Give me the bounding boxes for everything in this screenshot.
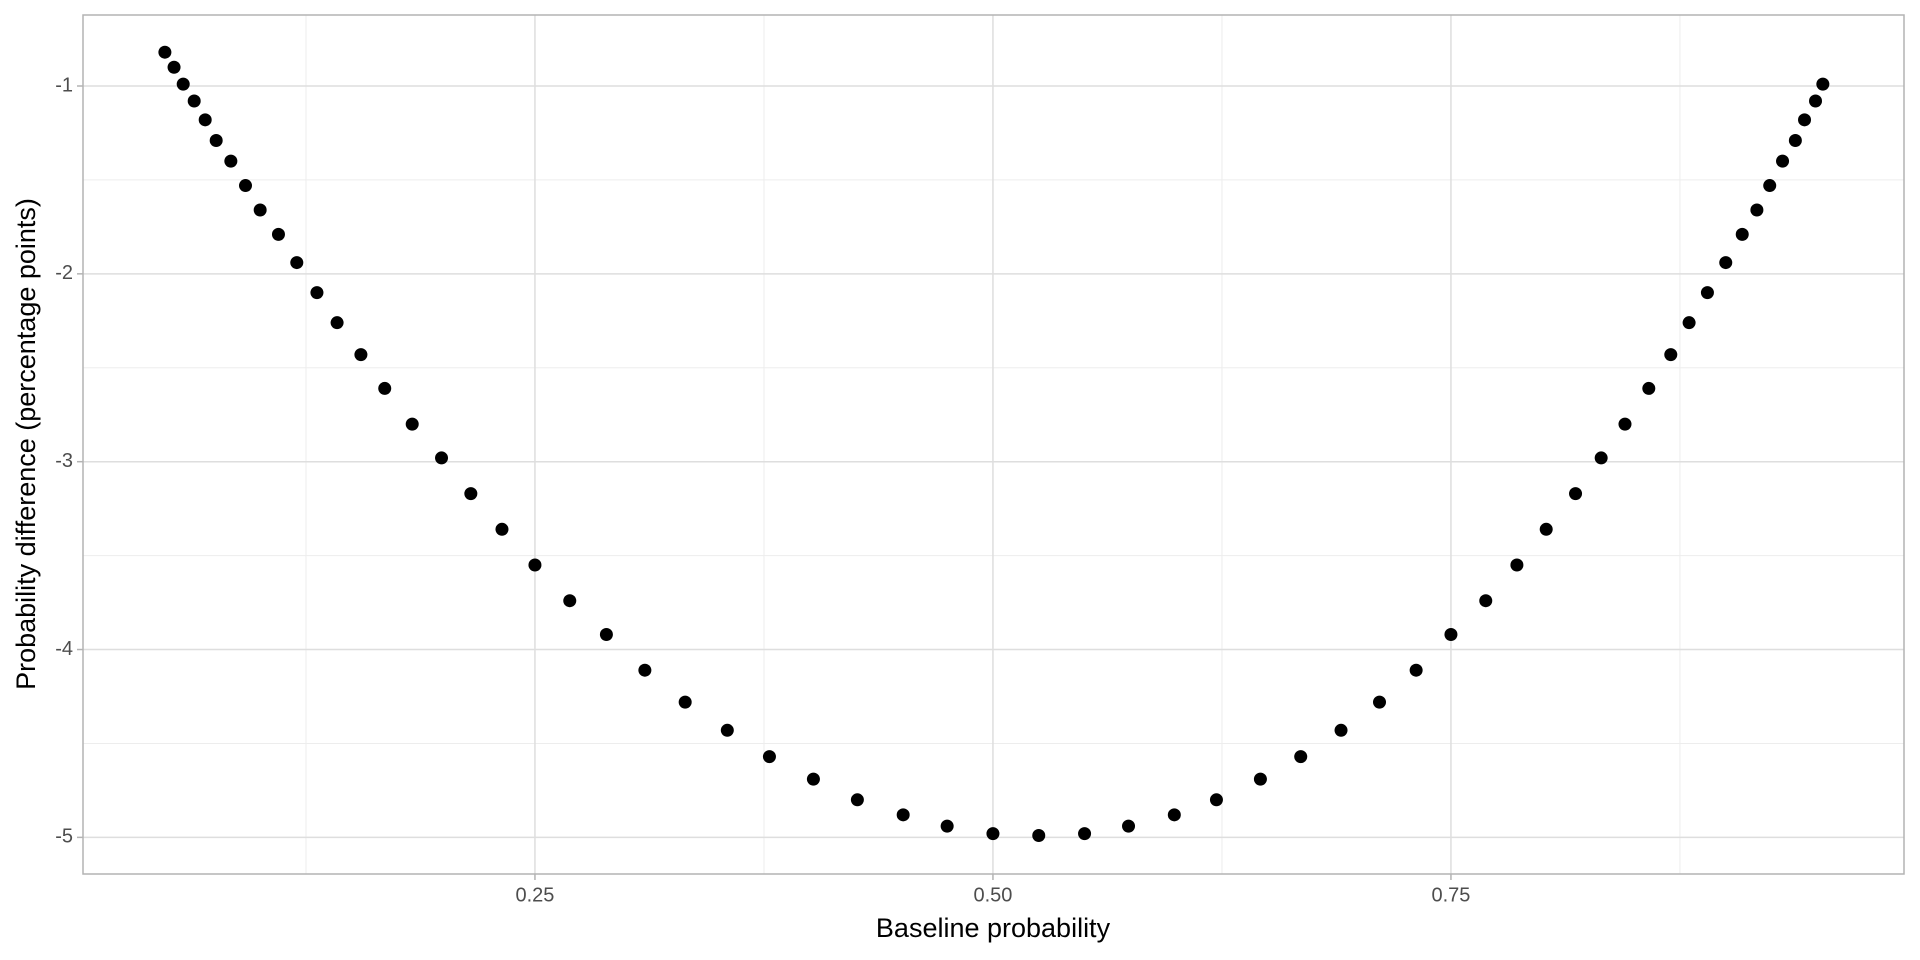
point [209, 133, 223, 147]
point [850, 793, 864, 807]
point [1763, 179, 1777, 193]
point [1594, 451, 1608, 465]
point [1078, 827, 1092, 841]
point [1798, 113, 1812, 127]
panel-border [82, 14, 1905, 875]
point [1809, 94, 1823, 108]
y-tick-label: -3 [55, 450, 73, 472]
point [1510, 558, 1524, 572]
point [806, 772, 820, 786]
point [271, 227, 285, 241]
point [762, 750, 776, 764]
point [1122, 819, 1136, 833]
point [1569, 487, 1583, 501]
point [290, 256, 304, 270]
point [1294, 750, 1308, 764]
point [405, 417, 419, 431]
x-tick-label: 0.50 [973, 884, 1012, 906]
x-tick-label: 0.25 [515, 884, 554, 906]
point [1539, 522, 1553, 536]
point [310, 286, 324, 300]
point [1479, 594, 1493, 608]
point [986, 827, 1000, 841]
y-axis-title: Probability difference (percentage point… [11, 198, 41, 690]
x-tick-label: 0.75 [1431, 884, 1470, 906]
point [1776, 154, 1790, 168]
point [638, 663, 652, 677]
point [1664, 348, 1678, 362]
point [495, 522, 509, 536]
point [896, 808, 910, 822]
point [1373, 695, 1387, 709]
point [528, 558, 542, 572]
point [187, 94, 201, 108]
point [1032, 828, 1046, 842]
point [1253, 772, 1267, 786]
point [563, 594, 577, 608]
point [1444, 628, 1458, 642]
point [1700, 286, 1714, 300]
point [330, 316, 344, 330]
point [1788, 133, 1802, 147]
point [1642, 381, 1656, 395]
point [940, 819, 954, 833]
point [1682, 316, 1696, 330]
y-tick-label: -1 [55, 74, 73, 96]
point [1618, 417, 1632, 431]
point [253, 203, 267, 217]
y-tick-label: -4 [55, 638, 73, 660]
point [1816, 77, 1830, 91]
point [1209, 793, 1223, 807]
y-tick-label: -5 [55, 826, 73, 848]
x-axis-title: Baseline probability [876, 913, 1111, 943]
point [378, 381, 392, 395]
point [158, 45, 172, 59]
point [435, 451, 449, 465]
point [464, 487, 478, 501]
point [176, 77, 190, 91]
point [224, 154, 238, 168]
point [1409, 663, 1423, 677]
point [1167, 808, 1181, 822]
point [599, 628, 613, 642]
point [720, 723, 734, 737]
point [198, 113, 212, 127]
point [1719, 256, 1733, 270]
point [238, 179, 252, 193]
point [678, 695, 692, 709]
y-tick-label: -2 [55, 262, 73, 284]
point [167, 60, 181, 74]
point [354, 348, 368, 362]
point [1334, 723, 1348, 737]
point [1735, 227, 1749, 241]
point [1750, 203, 1764, 217]
